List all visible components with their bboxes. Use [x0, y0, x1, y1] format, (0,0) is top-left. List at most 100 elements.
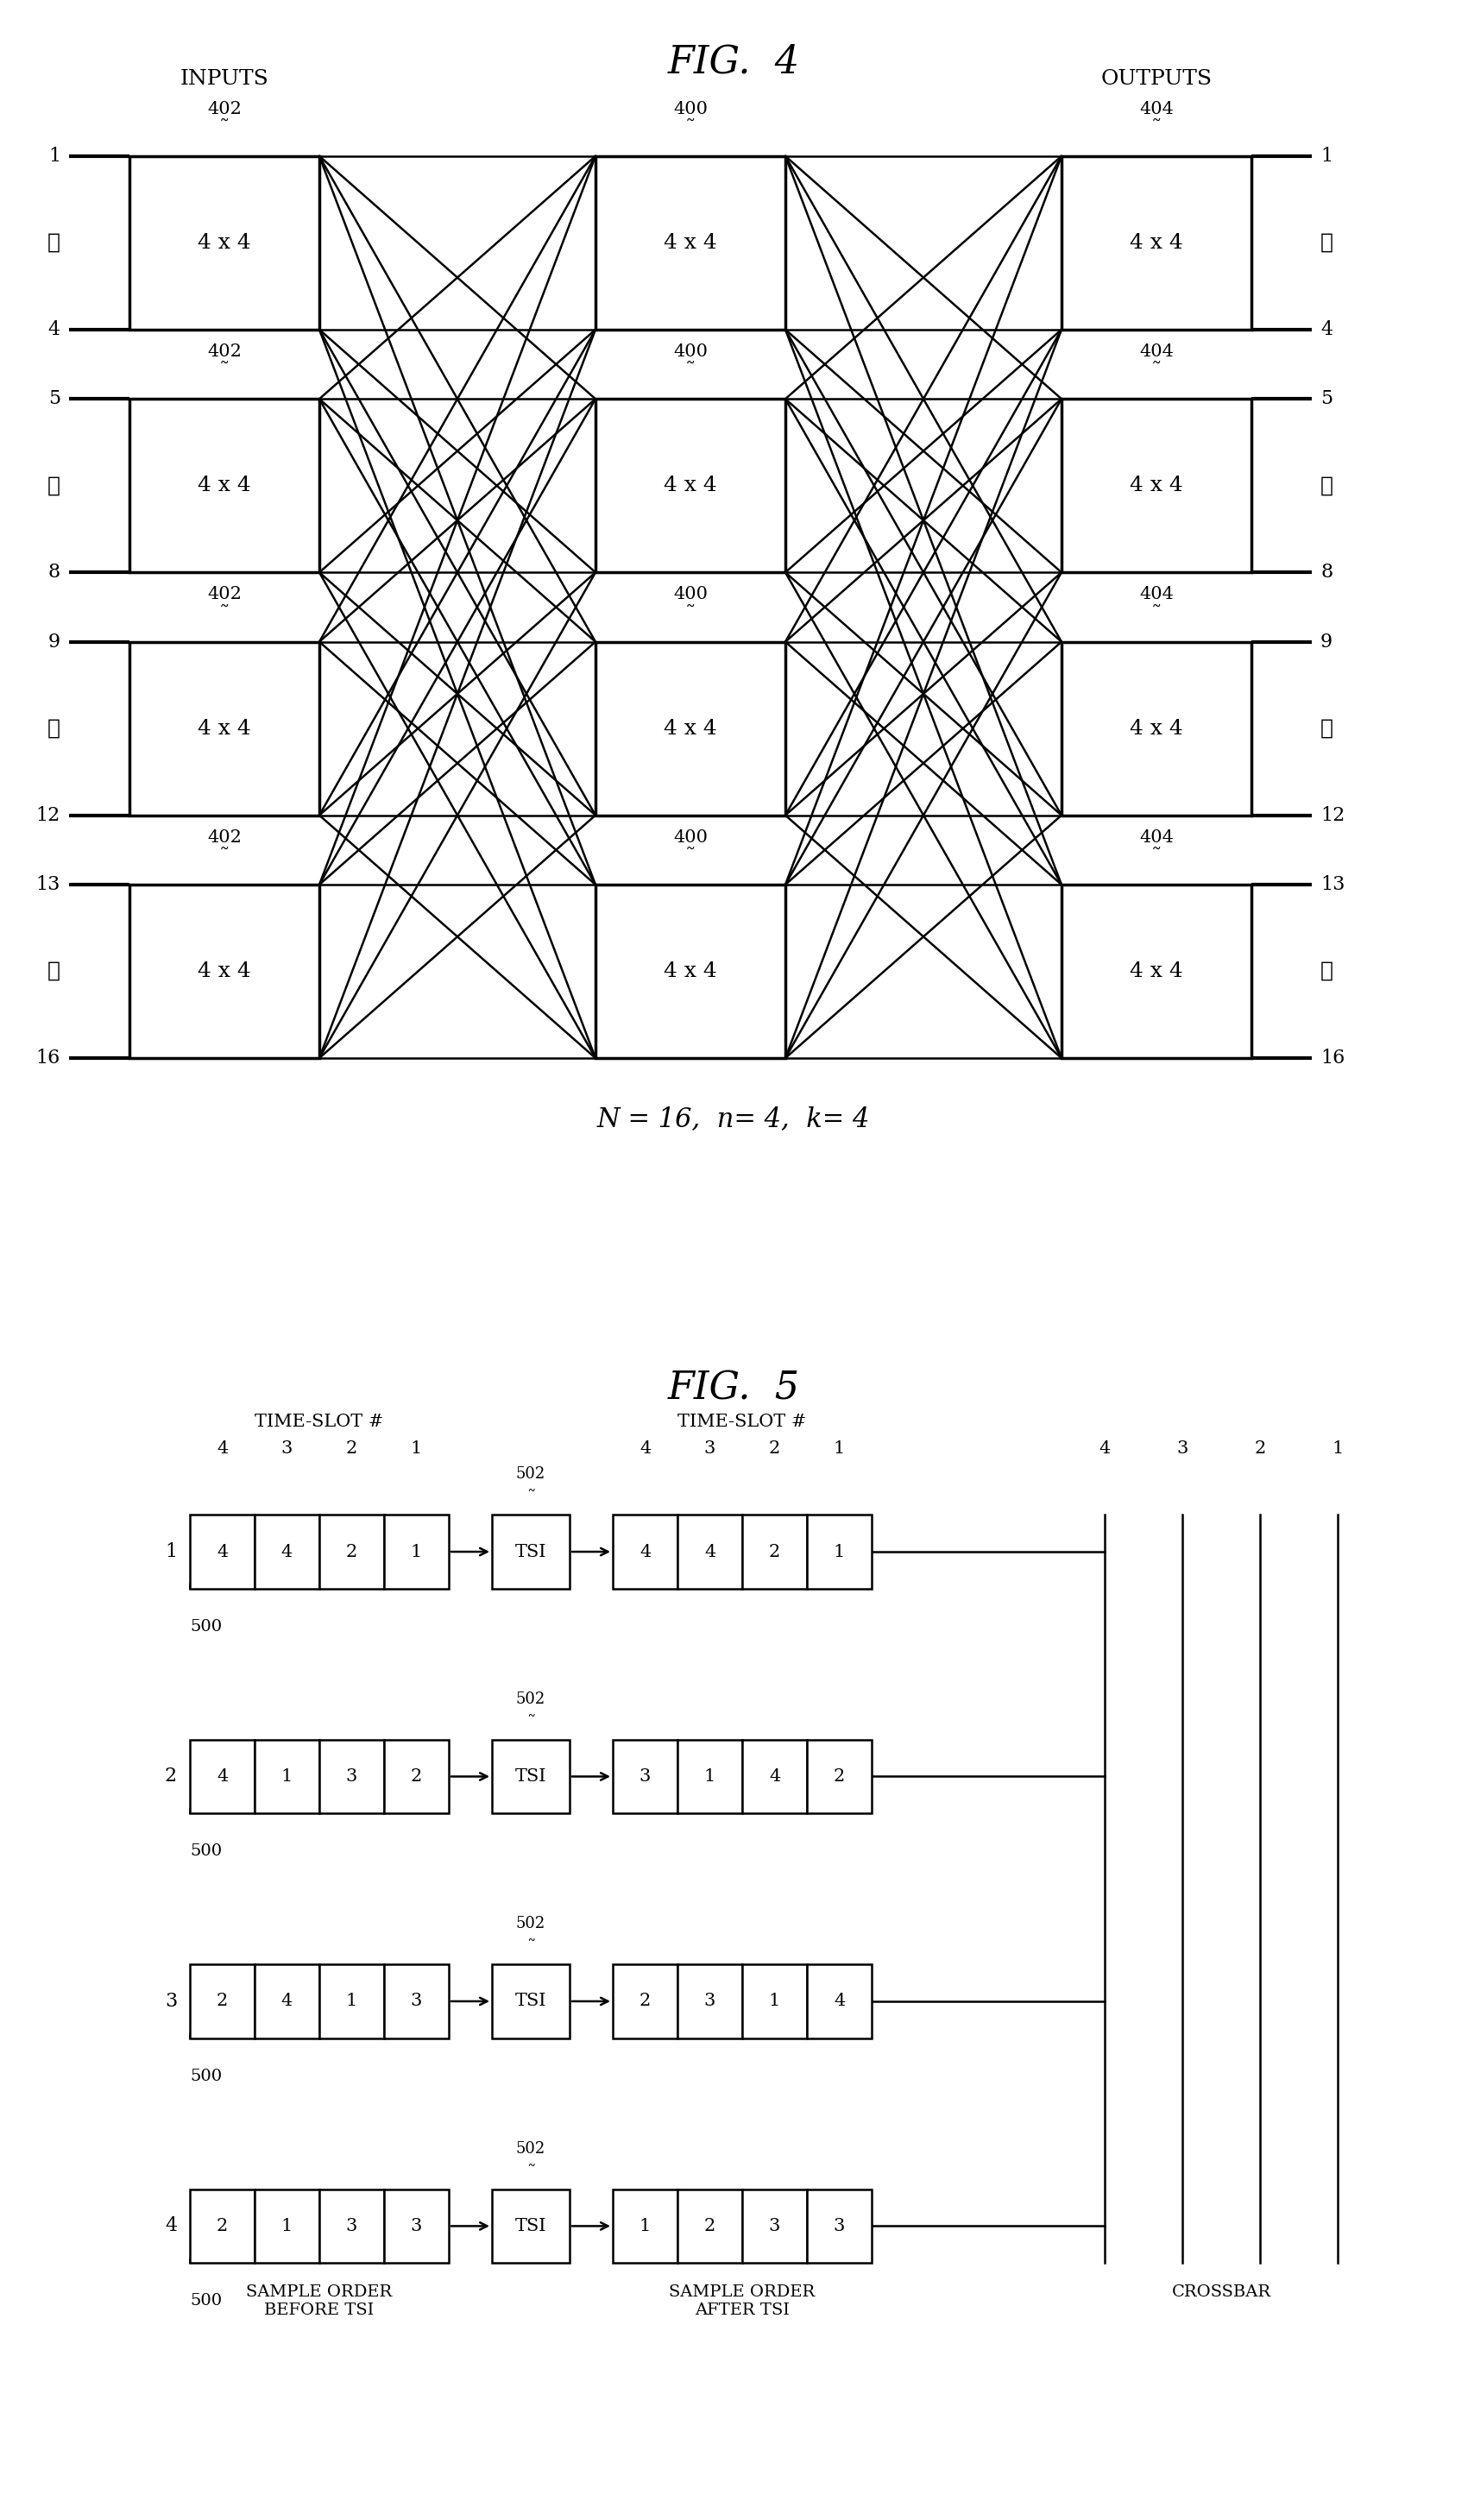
Bar: [1061, 156, 1251, 330]
Text: 5: 5: [1320, 391, 1333, 408]
Text: 3: 3: [705, 1993, 715, 2008]
Text: 4: 4: [282, 1993, 292, 2008]
Text: 400: 400: [674, 587, 708, 602]
Text: 4: 4: [705, 1545, 715, 1560]
Text: 3: 3: [346, 2218, 357, 2235]
Text: TSI: TSI: [515, 1993, 546, 2008]
Text: 9: 9: [1320, 633, 1333, 650]
Text: ⋮: ⋮: [1320, 718, 1333, 738]
Bar: [596, 398, 785, 572]
Text: ˜: ˜: [1151, 118, 1161, 139]
Bar: [807, 2190, 872, 2263]
Text: 3: 3: [346, 1769, 357, 1784]
Text: OUTPUTS: OUTPUTS: [1101, 71, 1213, 88]
Text: 2: 2: [705, 2218, 715, 2235]
Text: TSI: TSI: [515, 1545, 546, 1560]
Text: ˜: ˜: [686, 363, 696, 383]
Text: ⋮: ⋮: [1320, 476, 1333, 496]
Text: 2: 2: [834, 1769, 846, 1784]
Bar: [254, 1739, 320, 1814]
Text: 4: 4: [640, 1441, 650, 1457]
Text: 8: 8: [48, 562, 60, 582]
Bar: [492, 1739, 570, 1814]
Text: 9: 9: [48, 633, 60, 650]
Text: 3: 3: [411, 2218, 423, 2235]
Bar: [320, 2190, 385, 2263]
Text: 4: 4: [834, 1993, 846, 2008]
Text: 3: 3: [769, 2218, 781, 2235]
Text: 4: 4: [1320, 320, 1333, 340]
Text: 2: 2: [769, 1441, 781, 1457]
Text: 2: 2: [411, 1769, 423, 1784]
Bar: [807, 1515, 872, 1588]
Text: 13: 13: [35, 874, 60, 895]
Bar: [1061, 885, 1251, 1058]
Text: TSI: TSI: [515, 1769, 546, 1784]
Text: 3: 3: [164, 1991, 178, 2011]
Bar: [677, 1515, 743, 1588]
Bar: [254, 2190, 320, 2263]
Text: 4: 4: [282, 1545, 292, 1560]
Text: 12: 12: [1320, 806, 1345, 824]
Text: ˜: ˜: [219, 118, 230, 139]
Text: 4 x 4: 4 x 4: [664, 232, 716, 252]
Text: 400: 400: [674, 829, 708, 847]
Text: 502: 502: [515, 1691, 546, 1706]
Text: 3: 3: [411, 1993, 423, 2008]
Text: ˜: ˜: [1151, 363, 1161, 383]
Text: 502: 502: [515, 1915, 546, 1933]
Text: 2: 2: [216, 1993, 228, 2008]
Text: 1: 1: [769, 1993, 781, 2008]
Text: 1: 1: [282, 1769, 292, 1784]
Text: ˜: ˜: [219, 605, 230, 625]
Text: 4 x 4: 4 x 4: [1130, 476, 1183, 496]
Text: 1: 1: [1331, 1441, 1343, 1457]
Text: ˜: ˜: [526, 1489, 536, 1507]
Text: 4: 4: [164, 2218, 178, 2235]
Text: 4: 4: [769, 1769, 781, 1784]
Text: ˜: ˜: [526, 1714, 536, 1731]
Bar: [1061, 398, 1251, 572]
Text: ˜: ˜: [686, 605, 696, 625]
Text: ˜: ˜: [1151, 849, 1161, 867]
Text: 2: 2: [346, 1545, 357, 1560]
Bar: [743, 2190, 807, 2263]
Text: FIG.  4: FIG. 4: [668, 43, 800, 81]
Text: ˜: ˜: [686, 118, 696, 139]
Text: 4 x 4: 4 x 4: [198, 476, 251, 496]
Text: 402: 402: [207, 829, 242, 847]
Bar: [385, 1739, 449, 1814]
Text: 1: 1: [705, 1769, 715, 1784]
Text: 5: 5: [48, 391, 60, 408]
Text: 8: 8: [1320, 562, 1333, 582]
Bar: [677, 2190, 743, 2263]
Text: 4: 4: [216, 1769, 228, 1784]
Text: ˜: ˜: [1151, 605, 1161, 625]
Text: ⋮: ⋮: [47, 232, 60, 252]
Text: 4 x 4: 4 x 4: [198, 963, 251, 980]
Text: 4 x 4: 4 x 4: [664, 718, 716, 738]
Text: FIG.  5: FIG. 5: [668, 1371, 800, 1409]
Bar: [1061, 643, 1251, 816]
Bar: [129, 643, 320, 816]
Bar: [612, 1966, 677, 2039]
Bar: [677, 1966, 743, 2039]
Text: 4: 4: [216, 1545, 228, 1560]
Text: 400: 400: [674, 101, 708, 116]
Text: SAMPLE ORDER
BEFORE TSI: SAMPLE ORDER BEFORE TSI: [247, 2286, 392, 2318]
Text: 3: 3: [834, 2218, 846, 2235]
Text: 1: 1: [164, 1542, 178, 1562]
Text: 400: 400: [674, 343, 708, 360]
Text: 2: 2: [164, 1767, 178, 1787]
Text: 4 x 4: 4 x 4: [1130, 718, 1183, 738]
Bar: [320, 1966, 385, 2039]
Text: 13: 13: [1320, 874, 1345, 895]
Bar: [807, 1739, 872, 1814]
Text: 404: 404: [1139, 829, 1173, 847]
Text: 4 x 4: 4 x 4: [1130, 232, 1183, 252]
Bar: [492, 2190, 570, 2263]
Text: 3: 3: [640, 1769, 650, 1784]
Bar: [743, 1966, 807, 2039]
Text: 2: 2: [216, 2218, 228, 2235]
Text: 4: 4: [48, 320, 60, 340]
